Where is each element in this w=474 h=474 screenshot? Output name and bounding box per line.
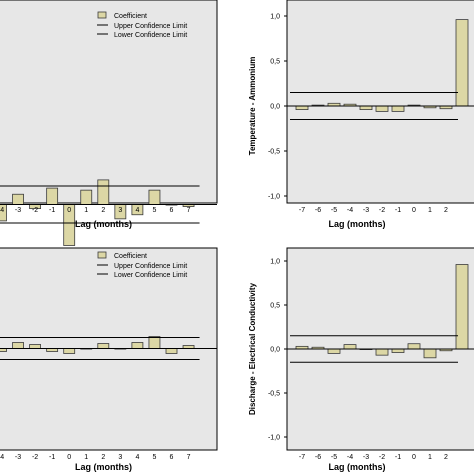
coefficient-bar — [327, 348, 341, 354]
x-tick-label: -2 — [32, 207, 38, 214]
coefficient-bar — [295, 105, 309, 110]
x-tick-label: 4 — [135, 207, 139, 214]
x-tick-label: -1 — [49, 454, 55, 461]
legend-label-coefficient: Coefficient — [114, 13, 147, 20]
plot-area — [0, 0, 218, 204]
x-tick-label: 4 — [135, 454, 139, 461]
x-tick-label: -4 — [347, 454, 353, 461]
coefficient-bar — [131, 342, 144, 349]
coefficient-bar — [359, 105, 373, 110]
x-tick-label: -3 — [15, 454, 21, 461]
x-tick-label: 0 — [67, 207, 71, 214]
x-tick-label: 1 — [428, 454, 432, 461]
coefficient-bar — [165, 348, 178, 354]
legend-label-upper: Upper Confidence Limit — [114, 263, 187, 270]
x-tick-label: 7 — [187, 207, 191, 214]
legend-swatch-coefficient — [97, 11, 107, 19]
x-tick-label: -2 — [32, 454, 38, 461]
x-tick-label: 2 — [444, 207, 448, 214]
coefficient-bar — [63, 348, 76, 354]
x-tick-label: -7 — [299, 207, 305, 214]
x-axis-label: Lag (months) — [329, 219, 386, 229]
x-tick-label: 0 — [67, 454, 71, 461]
coefficient-bar — [29, 344, 42, 349]
x-tick-label: 5 — [152, 454, 156, 461]
coefficient-bar — [375, 348, 389, 356]
x-tick-label: -3 — [363, 454, 369, 461]
y-tick-label: -0,5 — [268, 391, 280, 398]
coefficient-bar — [97, 343, 110, 349]
x-tick-label: 1 — [428, 207, 432, 214]
x-axis-label: Lag (months) — [75, 462, 132, 472]
y-axis-label: Temperature - Ammonium — [248, 57, 257, 156]
plot-area — [286, 0, 474, 204]
x-tick-label: -4 — [0, 207, 4, 214]
x-tick-label: 0 — [412, 454, 416, 461]
x-tick-label: -3 — [15, 207, 21, 214]
legend-label-upper: Upper Confidence Limit — [114, 23, 187, 30]
x-tick-label: 2 — [444, 454, 448, 461]
chart-panel-2: 1,0 0,5 0,0 -0,5 -1,0 -7 -6 -5 -4 -3 -2 -1 0 1 2 Lag (m… — [248, 0, 474, 229]
x-tick-label: 1 — [84, 207, 88, 214]
y-tick-label: 1,0 — [270, 259, 280, 266]
y-tick-label: -1,0 — [268, 435, 280, 442]
x-tick-label: 6 — [170, 207, 174, 214]
coefficient-bar — [343, 344, 357, 350]
x-tick-label: 3 — [118, 454, 122, 461]
x-tick-label: 0 — [412, 207, 416, 214]
x-tick-label: -2 — [379, 454, 385, 461]
coefficient-bar — [46, 187, 59, 205]
x-tick-label: -6 — [315, 207, 321, 214]
x-tick-label: -4 — [347, 207, 353, 214]
legend-label-lower: Lower Confidence Limit — [114, 32, 187, 39]
y-tick-label: 0,0 — [270, 104, 280, 111]
x-tick-label: -2 — [379, 207, 385, 214]
legend-label-lower: Lower Confidence Limit — [114, 272, 187, 279]
y-tick-label: 0,5 — [270, 303, 280, 310]
x-tick-label: -5 — [331, 454, 337, 461]
x-tick-label: 2 — [101, 207, 105, 214]
legend-swatch-coefficient — [97, 251, 107, 259]
x-tick-label: -1 — [395, 207, 401, 214]
y-tick-label: 0,0 — [270, 347, 280, 354]
coefficient-bar — [97, 179, 110, 205]
coefficient-bar — [148, 189, 161, 205]
x-tick-label: -1 — [395, 454, 401, 461]
x-tick-label: -1 — [49, 207, 55, 214]
x-tick-label: -7 — [299, 454, 305, 461]
coefficient-bar — [148, 336, 161, 349]
x-axis-label: Lag (months) — [75, 219, 132, 229]
legend-label-coefficient: Coefficient — [114, 253, 147, 260]
coefficient-bar — [80, 189, 93, 205]
coefficient-bar — [423, 348, 437, 359]
x-axis-label: Lag (months) — [329, 462, 386, 472]
coefficient-bar — [12, 193, 24, 205]
coefficient-bar — [455, 264, 469, 350]
coefficient-bar — [12, 342, 24, 349]
x-tick-label: 7 — [187, 454, 191, 461]
y-tick-label: -1,0 — [268, 194, 280, 201]
chart-panel-4: 1,0 0,5 0,0 -0,5 -1,0 -7 -6 -5 -4 -3 -2 -1 0 1 2 Lag (m… — [248, 247, 474, 472]
coefficient-bar — [391, 348, 405, 353]
coefficient-bar — [375, 105, 389, 112]
y-tick-label: 1,0 — [270, 14, 280, 21]
x-tick-label: -3 — [363, 207, 369, 214]
x-tick-label: 6 — [170, 454, 174, 461]
y-tick-label: 0,5 — [270, 59, 280, 66]
x-tick-label: -4 — [0, 454, 4, 461]
x-tick-label: 1 — [84, 454, 88, 461]
x-tick-label: -5 — [331, 207, 337, 214]
chart-panel-3: -4 -3 -2 -1 0 1 2 3 4 5 6 7 Lag (months) Coefficient U… — [0, 247, 218, 472]
x-tick-label: 2 — [101, 454, 105, 461]
x-tick-label: -6 — [315, 454, 321, 461]
coefficient-bar — [407, 343, 421, 350]
coefficient-bar — [455, 19, 469, 107]
chart-panel-1: -4 -3 -2 -1 0 1 2 3 4 5 6 7 Lag (months) Coefficient U… — [0, 0, 218, 246]
y-tick-label: -0,5 — [268, 149, 280, 156]
y-axis-label: Discharge - Electrical Conductivity — [248, 282, 257, 415]
x-tick-label: 3 — [118, 207, 122, 214]
x-tick-label: 5 — [152, 207, 156, 214]
coefficient-bar — [391, 105, 405, 112]
